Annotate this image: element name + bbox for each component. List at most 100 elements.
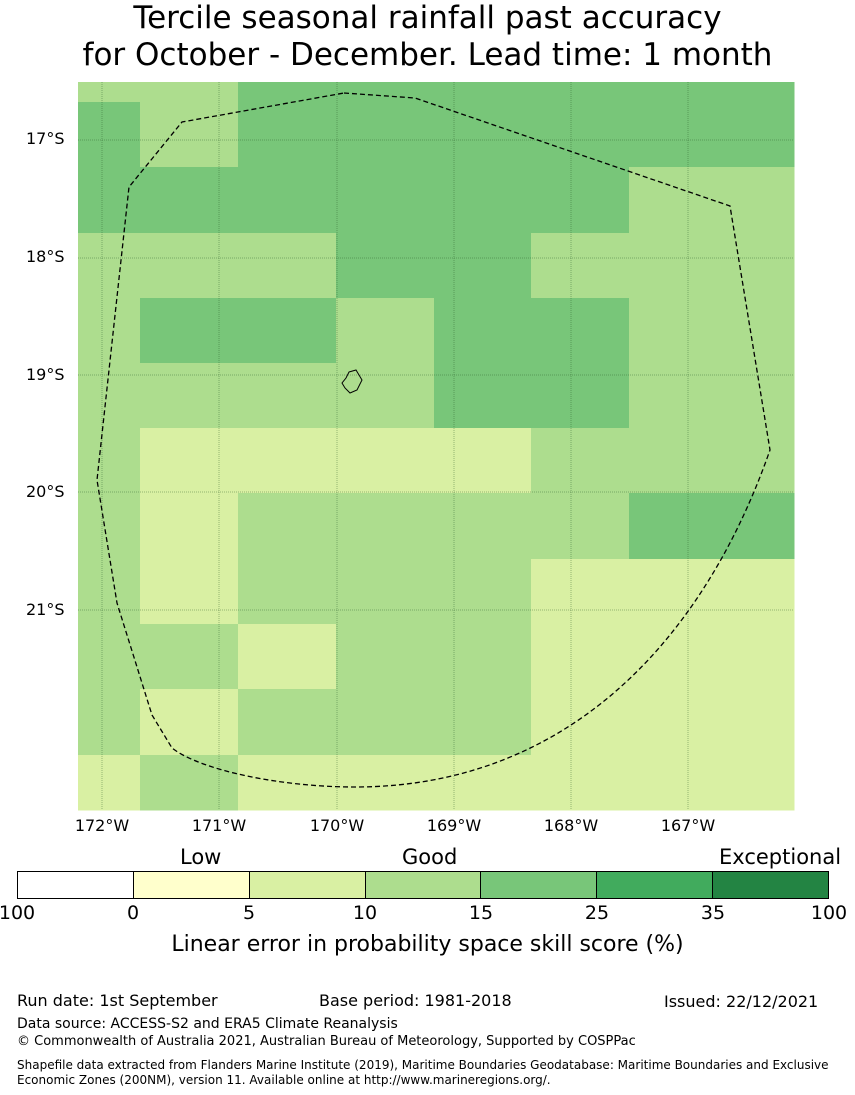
skill-cell (140, 689, 239, 756)
skill-cell (531, 428, 630, 494)
skill-cell (140, 102, 239, 168)
skill-cell (434, 755, 532, 811)
title-line-1: Tercile seasonal rainfall past accuracy (133, 0, 722, 36)
skill-cell (434, 363, 532, 429)
skill-cell (531, 167, 630, 234)
lat-label-20s: 20°S (26, 482, 65, 501)
island-outline (341, 369, 363, 394)
skill-cell (140, 298, 239, 364)
skill-cell (629, 493, 795, 560)
lon-label-167w: 167°W (660, 816, 716, 835)
skill-cell (629, 624, 795, 690)
eez-boundary (96, 92, 771, 788)
skill-cell (531, 363, 630, 429)
skill-cell (140, 82, 239, 103)
skill-cell (140, 493, 239, 560)
skill-cell (78, 363, 141, 429)
category-exceptional: Exceptional (719, 845, 842, 869)
colorbar-segment (249, 872, 366, 898)
colorbar-segment (18, 872, 134, 898)
skill-cell (434, 298, 532, 364)
skill-cell (531, 82, 630, 103)
skill-cell (336, 624, 435, 690)
skill-cell (140, 428, 239, 494)
skill-cell (78, 624, 141, 690)
colorbar-segment (597, 872, 714, 898)
lon-label-172w: 172°W (74, 816, 130, 835)
skill-cell (78, 559, 141, 625)
skill-cell (629, 363, 795, 429)
skill-cell (531, 755, 630, 811)
skill-cell (78, 298, 141, 364)
skill-cell (531, 689, 630, 756)
issued-date: Issued: 22/12/2021 (664, 992, 819, 1011)
colorbar-segment (365, 872, 482, 898)
lat-label-19s: 19°S (26, 365, 65, 384)
skill-cell (629, 755, 795, 811)
skill-cell (434, 559, 532, 625)
skill-cell (531, 298, 630, 364)
skill-cell (336, 167, 435, 234)
colorbar-tick-label: 25 (584, 902, 610, 924)
skill-cell (78, 689, 141, 756)
colorbar-tick-label: 100 (0, 902, 36, 924)
skill-cell (140, 167, 239, 234)
colorbar-tick-label: 10 (352, 902, 378, 924)
skill-cell (434, 624, 532, 690)
skill-cell (434, 82, 532, 103)
skill-cell (629, 559, 795, 625)
skill-cell (78, 82, 141, 103)
skill-cell (140, 624, 239, 690)
skill-cell (78, 233, 141, 299)
skill-cell (336, 298, 435, 364)
skill-cell (336, 102, 435, 168)
skill-cell (336, 559, 435, 625)
colorbar-tick-label: 5 (242, 902, 256, 924)
skill-cell (238, 493, 337, 560)
skill-cell (336, 233, 435, 299)
lon-label-170w: 170°W (309, 816, 365, 835)
skill-cell (238, 428, 337, 494)
skill-cell (434, 167, 532, 234)
colorbar-tick-label: 15 (468, 902, 494, 924)
base-period: Base period: 1981-2018 (319, 991, 512, 1010)
colorbar-tick-label: 100 (810, 902, 848, 924)
category-low: Low (180, 845, 222, 869)
skill-cell (238, 82, 337, 103)
skill-grid (78, 82, 795, 811)
skill-cell (140, 233, 239, 299)
skill-cell (238, 689, 337, 756)
colorbar (17, 871, 829, 899)
skill-cell (78, 102, 141, 168)
skill-cell (629, 82, 795, 103)
colorbar-label: Linear error in probability space skill … (171, 932, 684, 957)
skill-cell (629, 298, 795, 364)
run-date: Run date: 1st September (17, 991, 218, 1010)
graticule (78, 82, 794, 810)
skill-cell (629, 233, 795, 299)
skill-cell (434, 233, 532, 299)
skill-cell (531, 493, 630, 560)
map-title: Tercile seasonal rainfall past accuracy … (0, 0, 855, 74)
shapefile-credit: Shapefile data extracted from Flanders M… (17, 1058, 829, 1087)
lon-label-171w: 171°W (191, 816, 247, 835)
lon-label-168w: 168°W (543, 816, 599, 835)
skill-cell (531, 233, 630, 299)
colorbar-segment (481, 872, 598, 898)
skill-cell (78, 167, 141, 234)
skill-cell (238, 233, 337, 299)
skill-map (78, 82, 795, 811)
colorbar-segment (133, 872, 250, 898)
skill-cell (238, 167, 337, 234)
skill-cell (531, 559, 630, 625)
skill-cell (531, 102, 630, 168)
skill-cell (629, 102, 795, 168)
copyright: © Commonwealth of Australia 2021, Austra… (17, 1034, 636, 1049)
colorbar-segment (713, 872, 829, 898)
skill-cell (238, 624, 337, 690)
skill-cell (336, 363, 435, 429)
skill-cell (531, 624, 630, 690)
skill-cell (336, 493, 435, 560)
skill-cell (238, 559, 337, 625)
skill-cell (238, 363, 337, 429)
